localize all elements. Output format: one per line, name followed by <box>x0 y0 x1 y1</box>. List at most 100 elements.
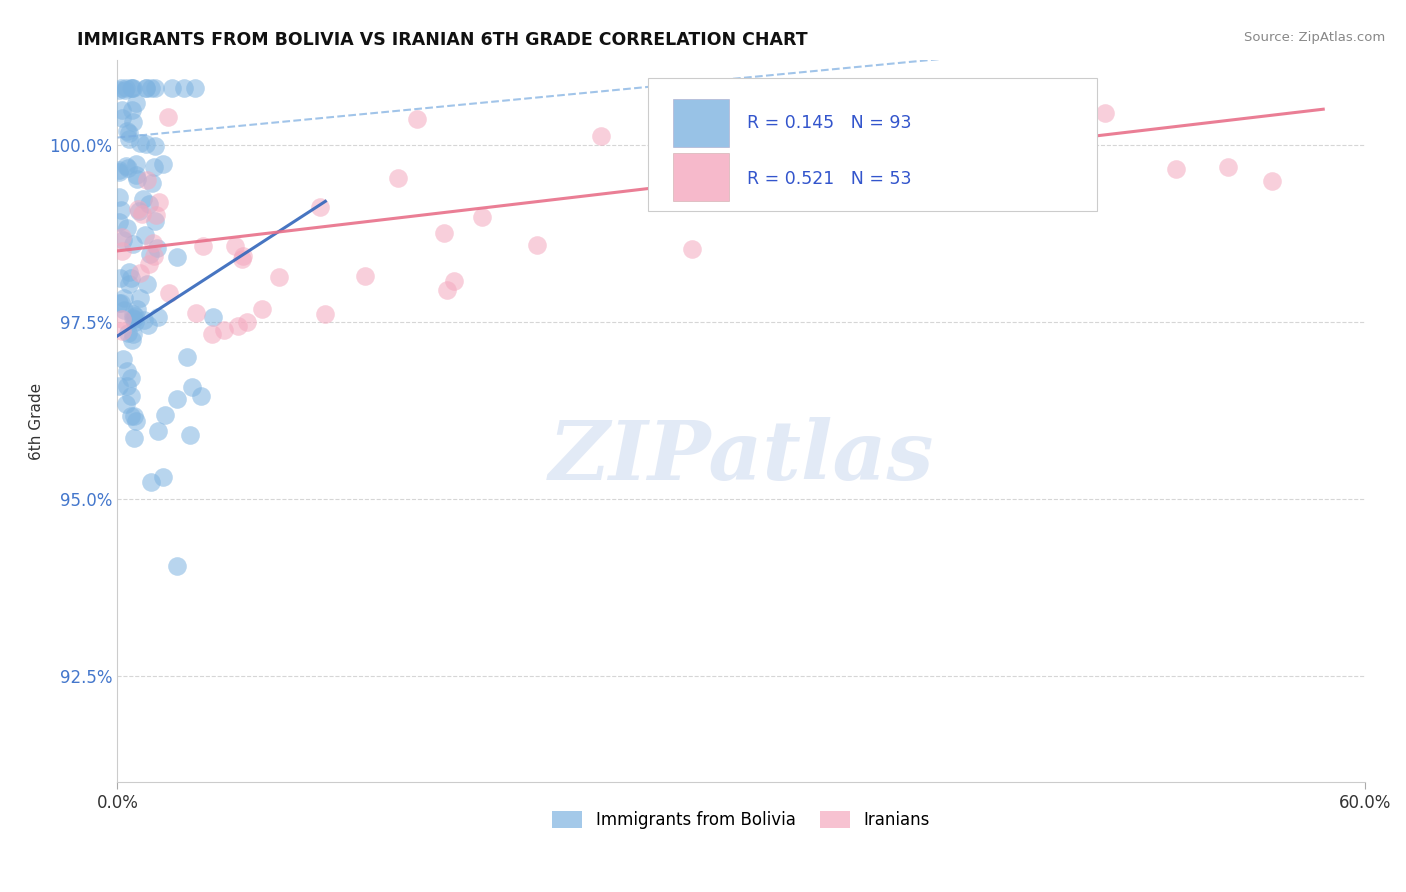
Point <box>120 409 142 424</box>
Point <box>236 316 259 330</box>
Point <box>108 296 131 310</box>
Point <box>134 136 156 151</box>
Point <box>269 269 291 284</box>
Point <box>120 389 142 403</box>
Point <box>112 291 135 305</box>
Point <box>156 110 179 124</box>
Point <box>114 81 136 95</box>
Point <box>110 203 132 218</box>
Point <box>129 266 152 280</box>
Point <box>176 350 198 364</box>
Point <box>121 103 143 118</box>
Point <box>111 103 134 118</box>
Point <box>125 414 148 428</box>
Point <box>184 305 207 319</box>
Point <box>354 269 377 284</box>
Point <box>131 207 153 221</box>
Point <box>122 307 145 321</box>
Point <box>190 389 212 403</box>
Point <box>173 81 195 95</box>
Point <box>146 310 169 325</box>
Point <box>114 83 136 97</box>
Point <box>118 126 141 140</box>
Point <box>157 286 180 301</box>
Point <box>589 128 612 143</box>
Point <box>107 190 129 204</box>
Point <box>314 307 336 321</box>
Point <box>201 327 224 342</box>
Point <box>110 81 132 95</box>
Point <box>143 214 166 228</box>
Point <box>141 475 163 489</box>
Point <box>141 81 163 95</box>
Point <box>124 314 146 328</box>
Point <box>443 274 465 288</box>
Point <box>111 311 134 326</box>
Point <box>145 208 167 222</box>
Point <box>115 379 138 393</box>
Point <box>125 95 148 110</box>
Point <box>179 428 201 442</box>
Point <box>148 194 170 209</box>
Point <box>786 131 808 145</box>
Point <box>143 139 166 153</box>
Point <box>1017 146 1039 161</box>
Text: IMMIGRANTS FROM BOLIVIA VS IRANIAN 6TH GRADE CORRELATION CHART: IMMIGRANTS FROM BOLIVIA VS IRANIAN 6TH G… <box>77 31 808 49</box>
Point <box>142 235 165 250</box>
Point <box>117 221 139 235</box>
Point <box>470 211 492 225</box>
Point <box>138 197 160 211</box>
Point <box>110 296 132 310</box>
Point <box>912 81 935 95</box>
Point <box>118 277 141 291</box>
Point <box>118 132 141 146</box>
Point <box>107 379 129 393</box>
Point <box>1047 128 1070 143</box>
Point <box>125 171 148 186</box>
Point <box>115 397 138 411</box>
Point <box>122 310 145 325</box>
Point <box>108 214 131 228</box>
Point <box>136 173 159 187</box>
Point <box>112 351 135 366</box>
Point <box>141 176 163 190</box>
Bar <box>672 99 728 147</box>
Text: ZIPatlas: ZIPatlas <box>548 417 934 497</box>
Point <box>125 157 148 171</box>
Point <box>681 242 703 256</box>
Point <box>115 159 138 173</box>
Point <box>143 160 166 174</box>
Point <box>231 252 253 266</box>
Point <box>131 192 153 206</box>
Point <box>120 271 142 285</box>
Point <box>1094 106 1116 120</box>
Point <box>108 163 131 178</box>
Point <box>122 326 145 341</box>
Point <box>115 124 138 138</box>
Point <box>138 247 160 261</box>
Point <box>120 81 142 95</box>
Point <box>122 409 145 423</box>
Point <box>107 165 129 179</box>
Point <box>122 237 145 252</box>
Point <box>957 176 980 190</box>
Point <box>111 230 134 244</box>
Point <box>212 323 235 337</box>
Point <box>135 81 157 95</box>
Point <box>129 136 152 150</box>
Point <box>405 112 427 126</box>
Point <box>134 227 156 242</box>
Point <box>152 157 174 171</box>
Point <box>166 558 188 573</box>
Point <box>117 161 139 175</box>
Point <box>146 424 169 438</box>
Point <box>1260 174 1282 188</box>
Point <box>308 200 330 214</box>
Point <box>125 168 148 182</box>
Point <box>111 244 134 258</box>
Point <box>146 241 169 255</box>
Point <box>741 161 763 176</box>
Point <box>224 238 246 252</box>
FancyBboxPatch shape <box>648 78 1097 211</box>
Point <box>127 202 149 216</box>
